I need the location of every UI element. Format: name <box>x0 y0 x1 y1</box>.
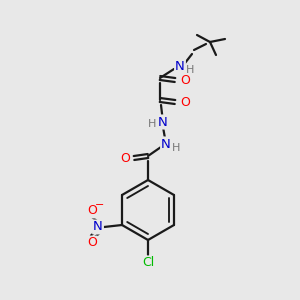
Text: O: O <box>87 236 97 250</box>
Text: H: H <box>148 119 156 129</box>
Text: H: H <box>186 65 194 75</box>
Text: O: O <box>180 95 190 109</box>
Text: O: O <box>180 74 190 86</box>
Text: −: − <box>95 200 105 210</box>
Text: Cl: Cl <box>142 256 154 269</box>
Text: O: O <box>87 205 97 218</box>
Text: N: N <box>158 116 168 128</box>
Text: N: N <box>175 59 185 73</box>
Text: N: N <box>161 137 171 151</box>
Text: N: N <box>93 220 103 233</box>
Text: H: H <box>172 143 180 153</box>
Text: O: O <box>120 152 130 164</box>
